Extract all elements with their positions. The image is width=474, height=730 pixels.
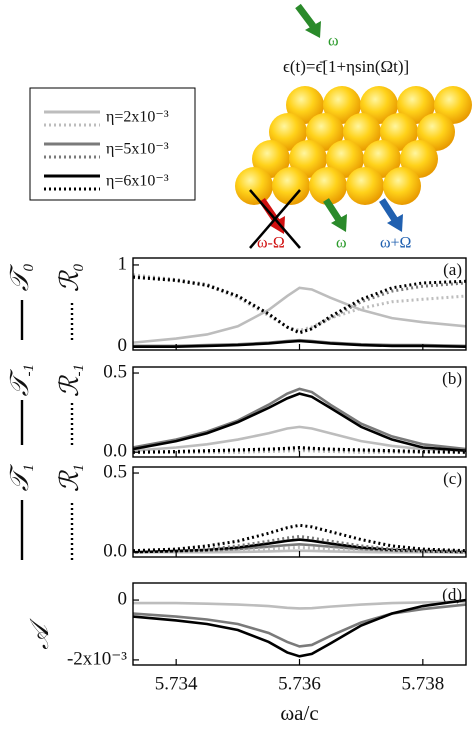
y-tick-label: 0 xyxy=(118,588,128,609)
upper-label: ω+Ω xyxy=(380,235,412,252)
y-tick-label: 0.0 xyxy=(103,541,127,562)
legend-label: η=5x10⁻³ xyxy=(106,141,169,158)
y-axis-label: 𝒜 xyxy=(25,618,54,650)
y-axis-label: ℛ-1 xyxy=(55,364,87,445)
y-tick-label: 0.5 xyxy=(103,461,127,482)
y-label-symbol: 𝒜 xyxy=(25,618,54,650)
sphere xyxy=(286,86,324,124)
y-tick-label: 1 xyxy=(118,253,128,274)
series-line xyxy=(133,600,466,610)
sphere xyxy=(417,113,455,151)
series-line xyxy=(133,534,466,553)
series-line xyxy=(133,549,466,554)
series-line xyxy=(133,392,466,452)
series-line xyxy=(133,425,466,452)
center-arrow xyxy=(323,198,347,232)
y-label-symbol: ℛ xyxy=(55,469,84,492)
sphere xyxy=(400,140,438,178)
y-label-symbol: ℛ xyxy=(55,374,84,397)
y-tick-label: 0.5 xyxy=(103,361,127,382)
series-line xyxy=(133,387,466,451)
lower-label: ω-Ω xyxy=(257,235,285,252)
series-line xyxy=(133,598,466,658)
series-line xyxy=(133,449,466,454)
y-label-text: 𝒜 xyxy=(25,618,54,650)
sphere xyxy=(383,167,421,205)
panel-label: (b) xyxy=(442,369,462,388)
sphere xyxy=(346,167,384,205)
series-line xyxy=(133,275,466,335)
sphere xyxy=(306,113,344,151)
sphere xyxy=(380,113,418,151)
y-label-sub: 1 xyxy=(71,464,87,472)
x-tick-label: 5.734 xyxy=(155,673,198,694)
series-line xyxy=(133,273,466,332)
sphere xyxy=(289,140,327,178)
y-label-text: 𝒯0 xyxy=(5,263,37,291)
y-axis-label: ℛ0 xyxy=(55,264,87,340)
sphere xyxy=(363,140,401,178)
sphere xyxy=(235,167,273,205)
series-line xyxy=(133,339,466,349)
x-tick-label: 5.738 xyxy=(401,673,444,694)
sphere xyxy=(326,140,364,178)
y-axis-label: ℛ1 xyxy=(55,464,87,560)
y-label-text: 𝒯-1 xyxy=(5,364,37,396)
sphere xyxy=(360,86,398,124)
incident-label: ω xyxy=(328,33,339,50)
sphere xyxy=(434,86,472,124)
series-line xyxy=(133,274,466,334)
sphere xyxy=(397,86,435,124)
y-label-symbol: ℛ xyxy=(55,269,84,292)
sphere xyxy=(343,113,381,151)
panel-label: (a) xyxy=(443,260,462,279)
lower-arrow xyxy=(249,189,301,249)
sphere xyxy=(323,86,361,124)
upper-arrow xyxy=(379,198,403,232)
y-label-sub: -1 xyxy=(71,364,87,377)
y-label-sub: -1 xyxy=(21,364,37,377)
sphere-array xyxy=(235,86,472,205)
sphere xyxy=(252,140,290,178)
series-line xyxy=(133,286,466,344)
legend-label: η=2x10⁻³ xyxy=(106,109,169,126)
series-line xyxy=(133,447,466,454)
y-axis-label: 𝒯0 xyxy=(5,263,37,340)
series-line xyxy=(133,445,466,454)
y-label-sub: 0 xyxy=(71,264,87,272)
legend-label: η=6x10⁻³ xyxy=(106,173,169,190)
sphere xyxy=(272,167,310,205)
y-label-sub: 1 xyxy=(21,464,37,472)
y-tick-label: -2x10⁻³ xyxy=(67,648,127,669)
equation: ϵ(t)=ϵ̄[1+ηsin(Ωt)] xyxy=(283,57,409,76)
series-line xyxy=(133,603,466,648)
plot-frame xyxy=(132,582,467,666)
y-tick-label: 0 xyxy=(118,335,128,356)
x-tick-label: 5.736 xyxy=(278,673,321,694)
plot-frame xyxy=(132,257,467,351)
sphere xyxy=(309,167,347,205)
sphere xyxy=(269,113,307,151)
center-label: ω xyxy=(336,235,347,252)
y-label-sub: 0 xyxy=(21,264,37,272)
panel-label: (c) xyxy=(443,469,462,488)
y-label-text: 𝒯1 xyxy=(5,463,37,491)
x-axis-label: ωa/c xyxy=(280,701,318,725)
y-label-text: ℛ1 xyxy=(55,464,87,492)
y-axis-label: 𝒯1 xyxy=(5,463,37,560)
y-label-text: ℛ-1 xyxy=(55,364,87,397)
panel-label: (d) xyxy=(442,585,462,604)
y-axis-label: 𝒯-1 xyxy=(5,364,37,445)
legend-box xyxy=(29,87,196,201)
incident-arrow xyxy=(295,3,321,38)
y-tick-label: 0.0 xyxy=(103,441,127,462)
series-line xyxy=(133,545,466,554)
y-label-text: ℛ0 xyxy=(55,264,87,293)
